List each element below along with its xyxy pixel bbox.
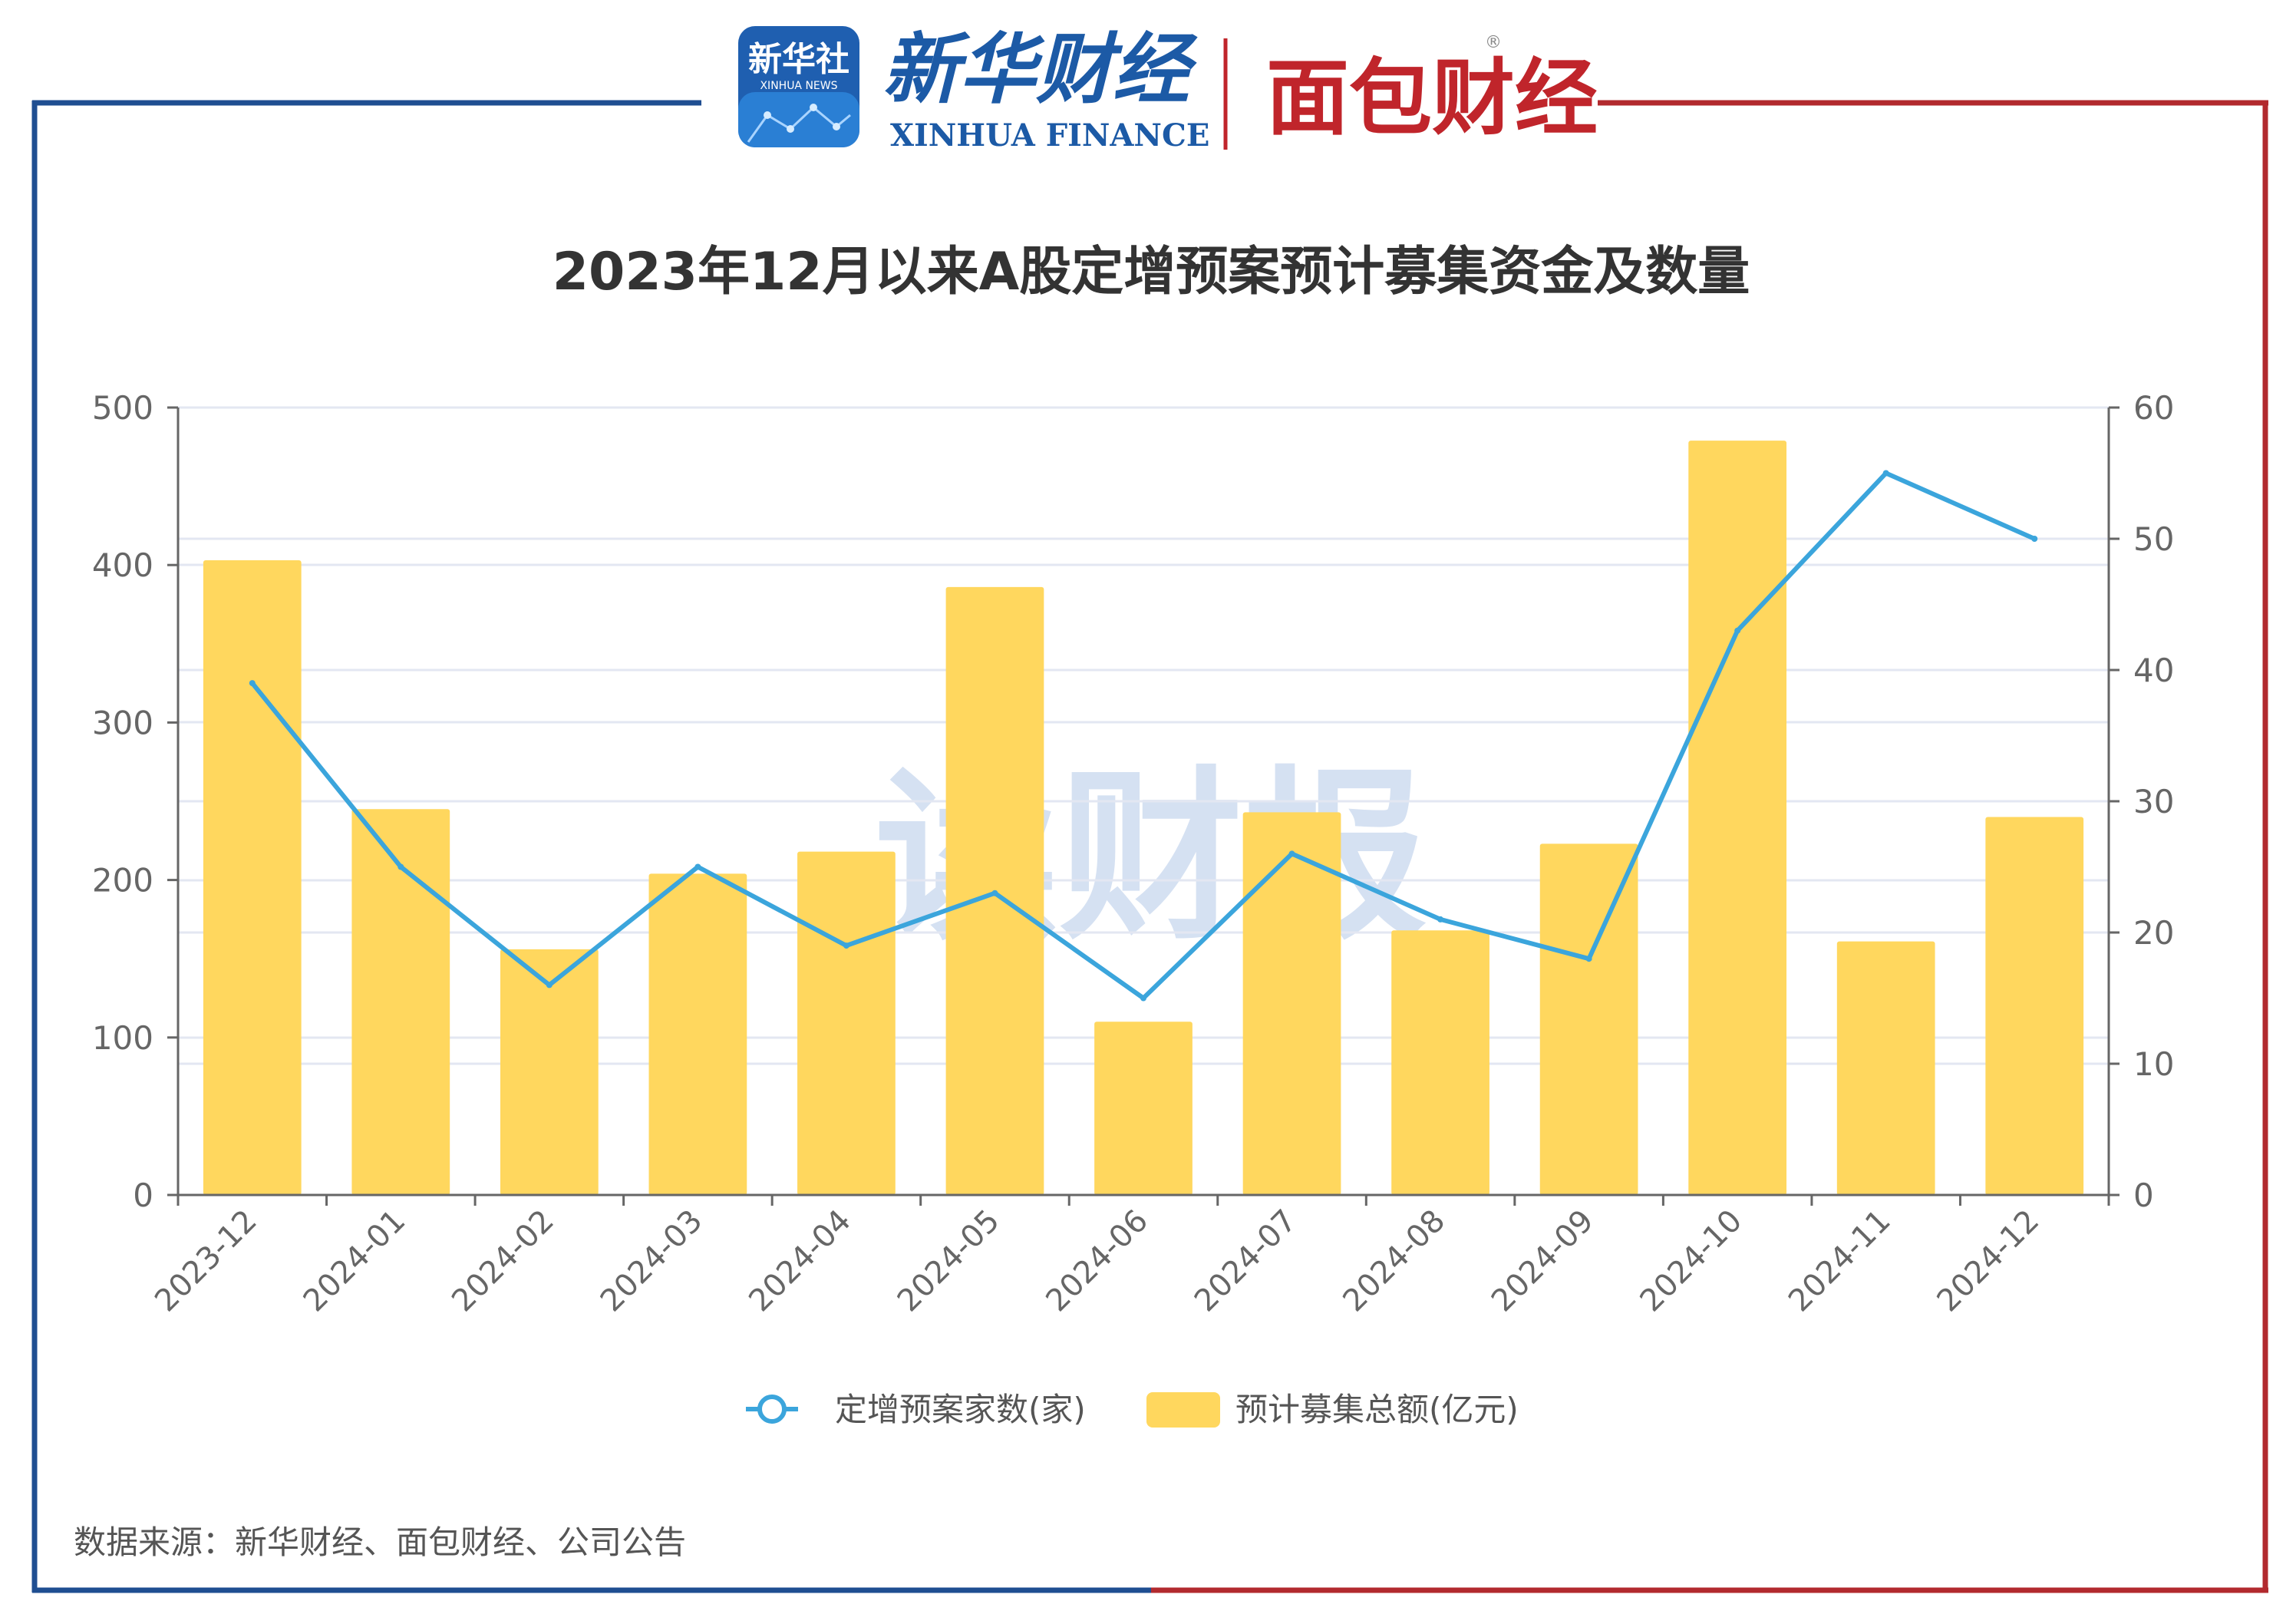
logo-badge-text: 新华社 (748, 40, 849, 79)
x-axis-ticks: 2023-12 2024-01 2024-02 2024-03 2024-04 2024-… (148, 1203, 2046, 1319)
brand-cn: 新华财经 (882, 24, 1198, 114)
line-point-2024-03[interactable] (694, 863, 701, 870)
bar-2024-02[interactable] (500, 949, 599, 1195)
x-tick-label-2024-12: 2024-12 (1931, 1203, 2047, 1319)
x-tick-label-2024-09: 2024-09 (1485, 1203, 1601, 1319)
bar-2024-10[interactable] (1688, 441, 1787, 1195)
line-point-2024-05[interactable] (991, 890, 998, 896)
axes (167, 406, 2120, 1206)
line-point-2024-11[interactable] (1882, 470, 1889, 477)
y-right-tick-label: 20 (2133, 914, 2174, 952)
chart-title: 2023年12月以来A股定增预案预计募集资金及数量 (553, 242, 1750, 302)
header-logos: 新华社 XINHUA NEWS 新华财经 XINHUA FINANCE 面包财经… (738, 24, 1598, 153)
legend-item-bar[interactable]: 预计募集总额(亿元) (1146, 1391, 1519, 1428)
bar-2024-03[interactable] (648, 873, 747, 1195)
y-left-tick-label: 200 (92, 862, 153, 899)
bar-2024-12[interactable] (1985, 817, 2084, 1195)
y-right-ticks: 0 10 20 30 40 50 60 (2133, 389, 2174, 1214)
line-point-2024-04[interactable] (843, 942, 849, 949)
y-right-tick-label: 60 (2133, 389, 2174, 427)
y-right-tick-label: 30 (2133, 783, 2174, 820)
bar-2024-04[interactable] (797, 851, 896, 1195)
y-right-tick-label: 40 (2133, 652, 2174, 689)
bar-2024-09[interactable] (1539, 843, 1638, 1195)
x-tick-label-2024-05: 2024-05 (891, 1203, 1007, 1319)
source-note: 数据来源：新华财经、面包财经、公司公告 (74, 1523, 686, 1561)
line-point-2024-07[interactable] (1288, 850, 1295, 857)
line-point-2023-12[interactable] (249, 680, 256, 687)
x-tick-label-2024-03: 2024-03 (594, 1203, 710, 1319)
y-right-tick-label: 10 (2133, 1045, 2174, 1083)
legend-label-bar: 预计募集总额(亿元) (1235, 1391, 1519, 1428)
line-point-2024-01[interactable] (398, 863, 404, 870)
x-tick-label-2024-11: 2024-11 (1782, 1203, 1898, 1319)
registered-mark: ® (1485, 33, 1502, 52)
legend-label-line: 定增预案家数(家) (835, 1391, 1086, 1428)
line-series (249, 470, 2038, 1002)
line-point-2024-12[interactable] (2031, 536, 2038, 542)
line-point-2024-09[interactable] (1585, 956, 1592, 962)
x-tick-label-2024-10: 2024-10 (1634, 1203, 1750, 1319)
x-tick-label-2023-12: 2023-12 (148, 1203, 264, 1319)
y-left-tick-label: 300 (92, 704, 153, 741)
logo-badge-sub: XINHUA NEWS (760, 80, 837, 92)
legend-swatch-bar (1146, 1392, 1220, 1428)
legend-item-line[interactable]: 定增预案家数(家) (746, 1391, 1086, 1428)
frame (31, 100, 2268, 1593)
bar-series (203, 441, 2084, 1195)
brand-en: XINHUA FINANCE (890, 117, 1209, 153)
xinhua-news-logo: 新华社 XINHUA NEWS (738, 26, 859, 147)
x-tick-label-2024-04: 2024-04 (742, 1203, 858, 1319)
y-left-tick-label: 0 (133, 1177, 153, 1214)
bar-2024-06[interactable] (1094, 1022, 1193, 1195)
bar-2024-11[interactable] (1836, 941, 1935, 1195)
legend[interactable]: 定增预案家数(家) 预计募集总额(亿元) (746, 1391, 1519, 1428)
line-point-2024-10[interactable] (1734, 627, 1741, 634)
bar-2023-12[interactable] (203, 560, 302, 1195)
y-left-ticks: 0 100 200 300 400 500 (92, 389, 153, 1214)
y-right-tick-label: 50 (2133, 520, 2174, 558)
y-right-tick-label: 0 (2133, 1177, 2154, 1214)
x-tick-label-2024-06: 2024-06 (1039, 1203, 1155, 1319)
line-point-2024-06[interactable] (1140, 995, 1146, 1002)
line-point-2024-08[interactable] (1437, 916, 1444, 923)
x-tick-label-2024-02: 2024-02 (445, 1203, 561, 1319)
y-left-tick-label: 500 (92, 389, 153, 427)
gridlines (178, 406, 2109, 1065)
line-point-2024-02[interactable] (546, 982, 553, 989)
y-left-tick-label: 100 (92, 1019, 153, 1057)
bar-2024-01[interactable] (351, 809, 450, 1195)
y-left-tick-label: 400 (92, 546, 153, 584)
partner-brand: 面包财经 (1266, 51, 1598, 147)
bar-2024-08[interactable] (1391, 930, 1489, 1195)
x-tick-label-2024-01: 2024-01 (297, 1203, 413, 1319)
x-tick-label-2024-08: 2024-08 (1336, 1203, 1452, 1319)
bar-2024-07[interactable] (1242, 812, 1341, 1195)
x-tick-label-2024-07: 2024-07 (1188, 1203, 1304, 1319)
